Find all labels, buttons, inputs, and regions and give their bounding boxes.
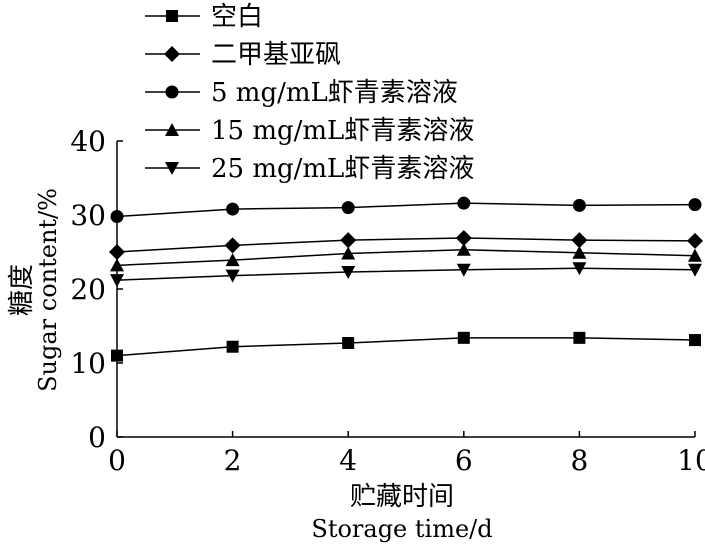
- data-point: [688, 248, 702, 262]
- series-line: [116, 249, 696, 267]
- legend-entry: 15 mg/mL虾青素溶液: [145, 116, 474, 146]
- data-point: [687, 232, 703, 249]
- data-point: [341, 201, 355, 215]
- data-point: [457, 196, 471, 210]
- y-tick-label: 20: [70, 273, 106, 306]
- legend-label: 15 mg/mL虾青素溶液: [211, 116, 474, 146]
- series-0: [111, 331, 701, 362]
- data-point: [225, 253, 240, 267]
- data-point: [688, 198, 702, 212]
- data-point: [571, 232, 588, 249]
- data-point: [110, 274, 124, 288]
- y-tick-label: 0: [88, 421, 106, 454]
- legend-entry: 25 mg/mL虾青素溶液: [145, 154, 474, 184]
- legend-entry: 空白: [145, 2, 263, 32]
- legend-marker: [165, 162, 179, 175]
- series-2: [110, 196, 702, 223]
- data-point: [224, 237, 241, 254]
- data-point: [572, 245, 587, 259]
- legend-marker: [165, 123, 179, 136]
- data-point: [226, 202, 240, 216]
- series-line: [116, 202, 696, 218]
- legend-label: 二甲基亚砜: [211, 40, 341, 70]
- series-1: [109, 229, 703, 260]
- legend-entry: 二甲基亚砜: [145, 40, 341, 70]
- data-point: [111, 349, 123, 362]
- data-point: [342, 337, 355, 350]
- data-point: [572, 262, 587, 276]
- legend-marker: [165, 85, 179, 99]
- data-point: [340, 232, 357, 249]
- data-point: [226, 340, 239, 353]
- axes: 0 2 4 6 8 10 0 10 20 30 40: [70, 125, 705, 477]
- series-line: [116, 337, 696, 357]
- data-point: [457, 331, 470, 344]
- data-point: [456, 242, 471, 256]
- x-tick-label: 8: [570, 444, 588, 477]
- data-point: [456, 263, 471, 277]
- x-axis-label-en: Storage time/d: [311, 515, 492, 543]
- data-point: [573, 331, 586, 344]
- legend-entry: 5 mg/mL虾青素溶液: [145, 78, 458, 108]
- data-point: [110, 209, 124, 223]
- data-point: [110, 258, 124, 272]
- series-layer: [109, 196, 703, 362]
- legend-marker: [166, 10, 178, 22]
- series-3: [110, 242, 702, 272]
- data-point: [225, 269, 240, 283]
- y-axis-label-cn: 糖度: [7, 264, 37, 316]
- data-point: [455, 229, 472, 246]
- legend-marker: [164, 46, 180, 62]
- legend-label: 25 mg/mL虾青素溶液: [211, 154, 474, 184]
- data-point: [341, 246, 356, 260]
- x-axis-label-cn: 贮藏时间: [350, 482, 454, 512]
- y-tick-label: 10: [70, 347, 106, 380]
- x-tick-label: 2: [224, 444, 242, 477]
- legend-label: 5 mg/mL虾青素溶液: [211, 78, 458, 108]
- series-line: [116, 267, 696, 281]
- x-tick-label: 6: [455, 444, 473, 477]
- series-4: [110, 262, 702, 288]
- data-point: [341, 265, 356, 279]
- x-tick-label: 10: [677, 444, 705, 477]
- legend-label: 空白: [211, 2, 263, 32]
- y-axis-label-en: Sugar content/%: [34, 188, 62, 392]
- x-tick-label: 0: [108, 444, 126, 477]
- y-tick-label: 30: [70, 199, 106, 232]
- data-point: [572, 198, 586, 212]
- data-point: [109, 244, 125, 260]
- y-tick-label: 40: [70, 125, 106, 158]
- series-line: [116, 237, 696, 253]
- data-point: [688, 263, 702, 277]
- x-tick-label: 4: [339, 444, 357, 477]
- data-point: [689, 334, 701, 347]
